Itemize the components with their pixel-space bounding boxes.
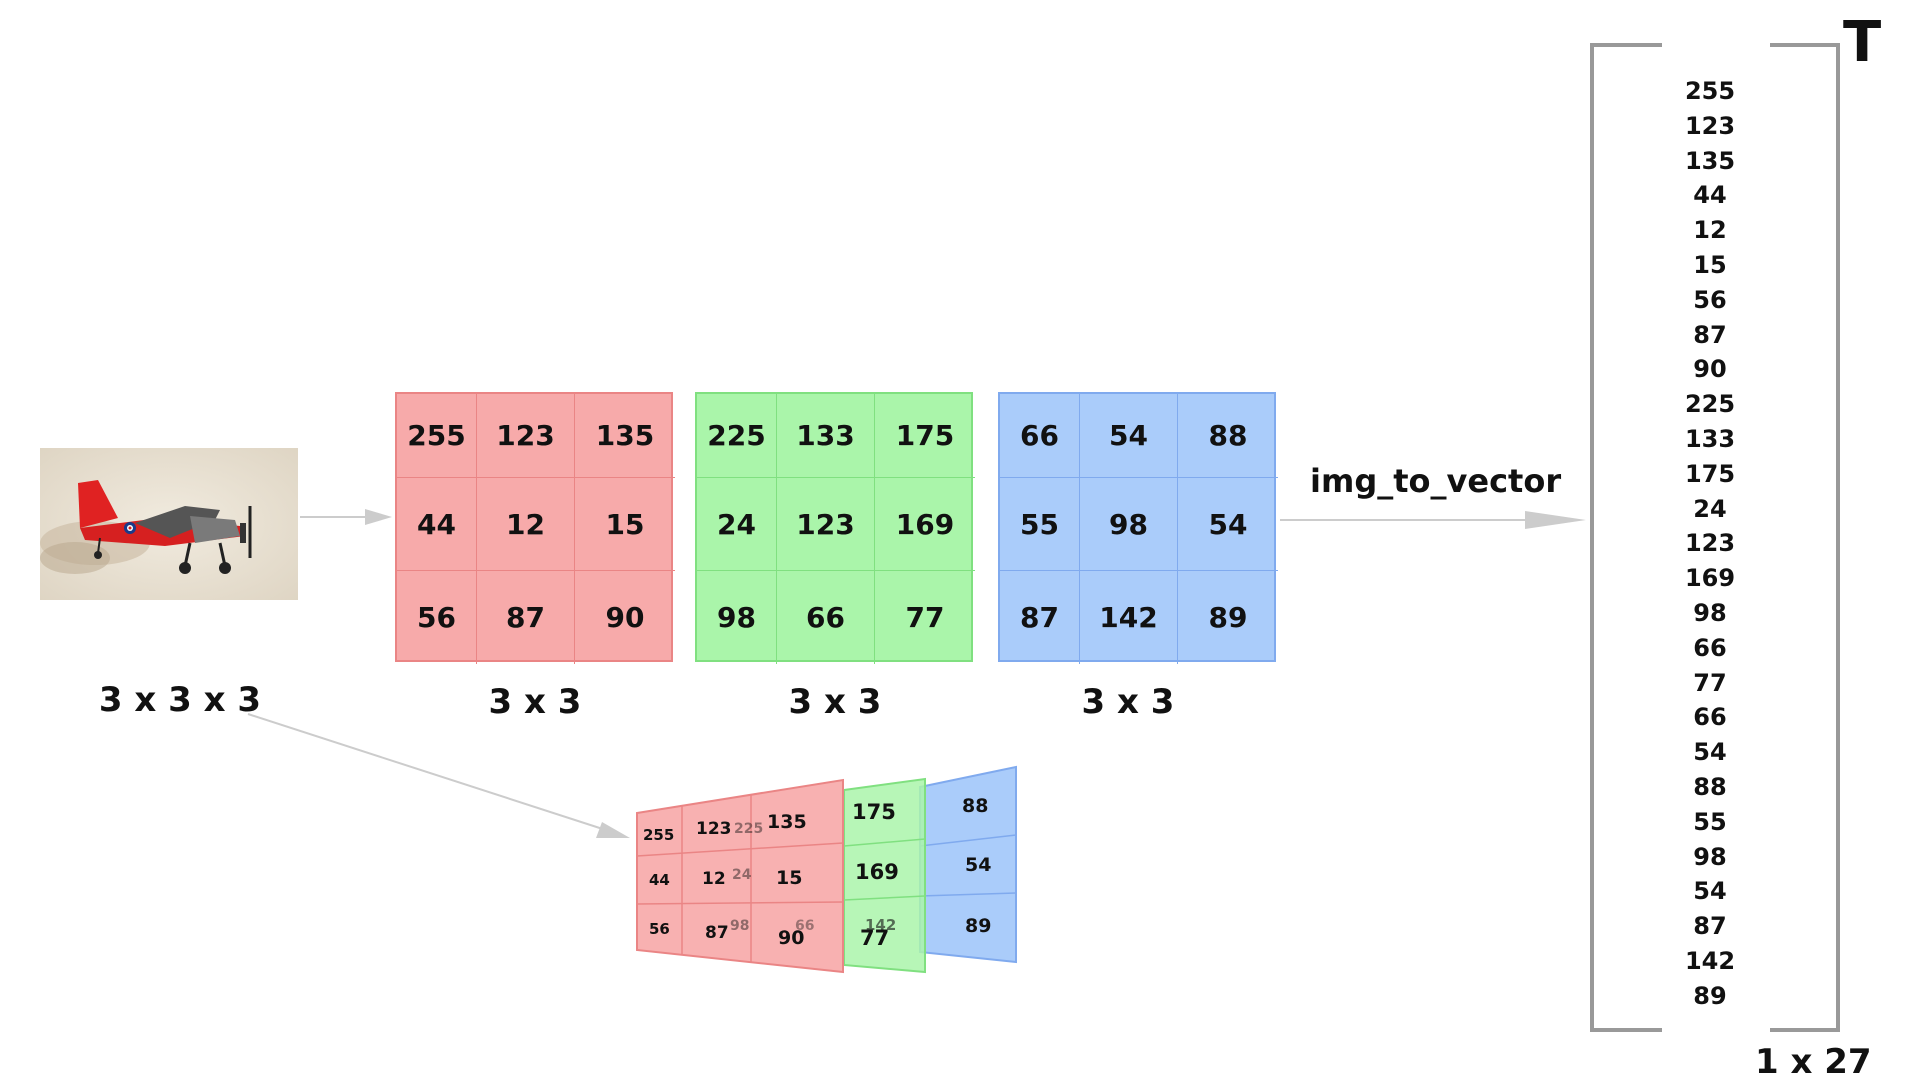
grid-cell: 15 xyxy=(575,478,675,571)
vector-value: 169 xyxy=(1684,564,1736,593)
stack-red-faint: 66 xyxy=(795,918,814,934)
grid-cell: 123 xyxy=(777,478,875,571)
vector-value: 56 xyxy=(1693,285,1727,314)
stack-red-faint: 98 xyxy=(730,918,749,934)
vector-value: 54 xyxy=(1693,877,1727,906)
grid-cell: 142 xyxy=(1080,571,1178,664)
stack-red-value: 135 xyxy=(767,811,807,833)
arrow-to-stack xyxy=(247,713,613,833)
stack-green-value: 77 xyxy=(860,926,889,950)
grid-cell: 89 xyxy=(1208,601,1248,634)
grid-cell: 225 xyxy=(697,394,777,478)
vector-value: 77 xyxy=(1693,668,1727,697)
vector-value: 88 xyxy=(1693,772,1727,801)
vector-value: 98 xyxy=(1693,598,1727,627)
stack-red-faint: 24 xyxy=(732,867,752,883)
vector-value: 98 xyxy=(1693,842,1727,871)
stack-green-value: 169 xyxy=(855,860,899,884)
grid-cell: 87 xyxy=(1000,571,1080,664)
stack-blue-value: 54 xyxy=(965,854,991,876)
vector-value: 123 xyxy=(1684,529,1736,558)
function-label: img_to_vector xyxy=(1310,462,1562,500)
grid-cell: 169 xyxy=(875,478,975,571)
vector-value: 24 xyxy=(1693,494,1727,523)
vector-value: 87 xyxy=(1693,320,1727,349)
grid-cell: 77 xyxy=(905,601,945,634)
vector-value: 90 xyxy=(1693,355,1727,384)
stack-red-value: 12 xyxy=(702,869,726,889)
grid-cell: 98 xyxy=(697,571,777,664)
stack-red-panel xyxy=(636,778,844,974)
vector-value: 255 xyxy=(1684,77,1736,105)
vector-value: 55 xyxy=(1693,807,1727,836)
stack-red-value: 44 xyxy=(649,871,670,889)
stack-red-value: 90 xyxy=(778,927,804,949)
vector-value: 89 xyxy=(1693,981,1727,1010)
arrow-head-to-stack xyxy=(596,822,630,838)
stack-red-value: 255 xyxy=(643,826,674,844)
grid-cell: 55 xyxy=(1000,478,1080,571)
grid-cell: 133 xyxy=(777,394,875,478)
vector-value: 142 xyxy=(1684,946,1736,975)
grid-cell: 135 xyxy=(575,394,675,478)
blue-dim-label: 3 x 3 xyxy=(1081,682,1175,722)
grid-cell: 24 xyxy=(697,478,777,571)
arrow-head-to-vector xyxy=(1525,511,1586,529)
blue-channel-grid: 66 54 88 55 98 54 87 142 89 xyxy=(998,392,1278,664)
transpose-symbol: T xyxy=(1843,10,1882,75)
image-dim-label: 3 x 3 x 3 xyxy=(98,680,262,720)
vector-value: 175 xyxy=(1684,459,1736,488)
airplane-image xyxy=(40,448,298,600)
stack-red-value: 123 xyxy=(696,819,732,839)
grid-cell: 255 xyxy=(397,394,477,478)
stack-blue-value: 88 xyxy=(962,795,988,817)
red-channel-grid: 255 123 135 44 12 15 56 87 90 xyxy=(395,392,675,664)
arrow-head-image-to-grids xyxy=(365,509,392,525)
vector-bracket-left xyxy=(1590,43,1662,1032)
red-dim-label: 3 x 3 xyxy=(488,682,582,722)
vector-value: 54 xyxy=(1693,738,1727,767)
green-channel-grid: 225 133 175 24 123 169 98 66 77 xyxy=(695,392,975,664)
vector-value: 87 xyxy=(1693,912,1727,941)
vector-value: 66 xyxy=(1693,703,1727,732)
grid-cell: 87 xyxy=(477,571,575,664)
stack-green-value: 175 xyxy=(852,800,896,824)
vector-value: 12 xyxy=(1693,216,1727,245)
grid-cell: 98 xyxy=(1080,478,1178,571)
stack-green-faint: 142 xyxy=(865,916,896,934)
grid-cell: 44 xyxy=(397,478,477,571)
vector-value: 66 xyxy=(1693,633,1727,662)
grid-cell: 54 xyxy=(1080,394,1178,478)
stack-red-faint: 225 xyxy=(734,821,763,837)
vector-value: 123 xyxy=(1684,111,1736,140)
vector-dim-label: 1 x 27 xyxy=(1755,1042,1872,1082)
grid-cell: 175 xyxy=(875,394,975,478)
grid-cell: 123 xyxy=(477,394,575,478)
vector-value: 44 xyxy=(1693,181,1727,210)
vector-value: 135 xyxy=(1684,146,1736,175)
stack-blue-value: 89 xyxy=(965,915,991,937)
grid-cell: 66 xyxy=(1000,394,1080,478)
grid-cell: 56 xyxy=(397,571,477,664)
grid-cell: 66 xyxy=(777,571,875,664)
vector-value: 15 xyxy=(1693,250,1727,279)
grid-cell: 54 xyxy=(1178,478,1278,571)
stack-red-value: 87 xyxy=(705,923,729,943)
vector-bracket-right xyxy=(1770,43,1840,1032)
green-dim-label: 3 x 3 xyxy=(788,682,882,722)
vector-value: 225 xyxy=(1684,390,1736,419)
grid-cell: 88 xyxy=(1178,394,1278,478)
stack-red-value: 56 xyxy=(649,920,670,938)
grid-cell: 12 xyxy=(477,478,575,571)
stack-red-value: 15 xyxy=(776,867,802,889)
grid-cell: 90 xyxy=(605,601,645,634)
output-vector: 255 123 135 44 12 15 56 87 90 225 133 17… xyxy=(1630,74,1790,1014)
vector-value: 133 xyxy=(1684,424,1736,453)
